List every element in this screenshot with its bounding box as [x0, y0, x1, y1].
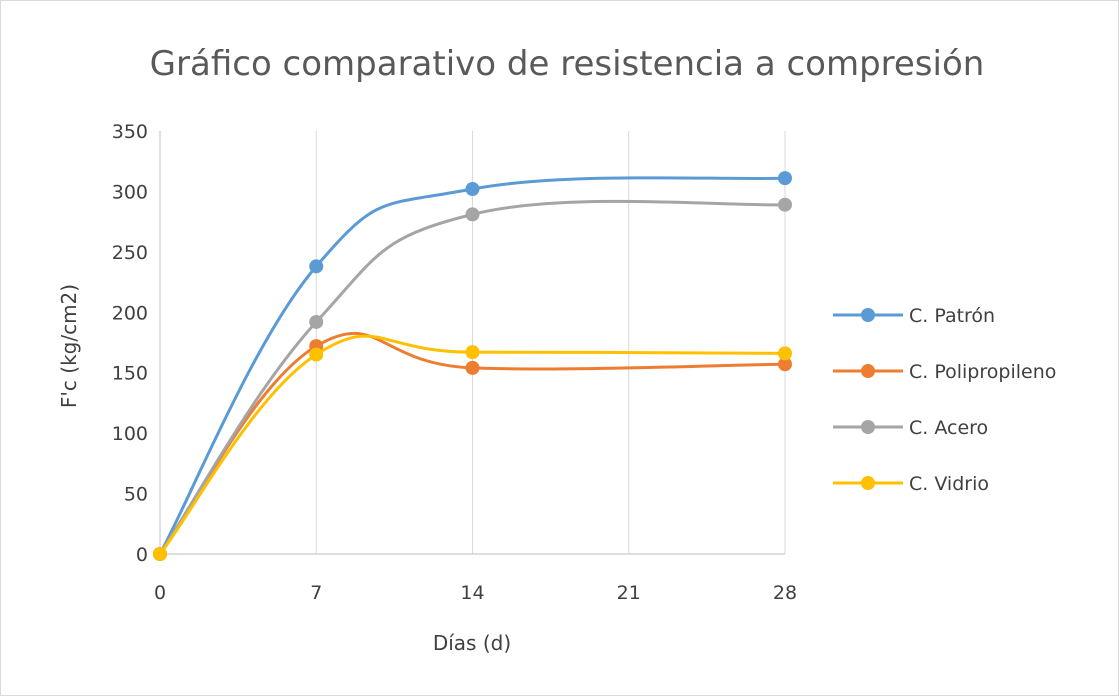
x-tick-label: 28: [773, 582, 797, 604]
data-point: [465, 207, 480, 222]
y-tick-label: 100: [112, 423, 148, 445]
data-point: [309, 347, 324, 362]
data-point: [465, 360, 480, 375]
data-point: [465, 345, 480, 360]
y-tick-label: 0: [136, 544, 148, 566]
y-tick-label: 300: [112, 181, 148, 203]
tick-labels: 0 50 100 150 200 250 300 350 0 7 14 21 28: [112, 121, 797, 604]
y-axis-title: F'c (kg/cm2): [57, 284, 81, 408]
x-tick-label: 7: [310, 582, 322, 604]
data-point: [465, 182, 480, 197]
data-point: [153, 547, 167, 561]
series-line: [158, 176, 787, 556]
y-tick-label: 350: [112, 121, 148, 143]
data-point: [778, 197, 792, 212]
y-tick-label: 150: [112, 363, 148, 385]
data-point: [778, 346, 792, 361]
axes: [159, 131, 785, 555]
legend-entry-2: C. Acero: [833, 417, 988, 439]
data-point: [778, 357, 792, 372]
series-line: [158, 334, 787, 556]
legend-marker: [861, 476, 875, 490]
legend-marker: [861, 308, 875, 322]
x-axis-title: Días (d): [433, 631, 511, 655]
series: [153, 171, 792, 561]
legend-entry-1: C. Polipropileno: [833, 361, 1056, 383]
data-point: [778, 171, 792, 186]
legend-label: C. Patrón: [909, 305, 995, 327]
data-point: [309, 259, 324, 274]
series-2: [153, 197, 792, 561]
legend: C. Patrón C. Polipropileno C. Acero C. Vidr…: [833, 305, 1056, 495]
legend-label: C. Polipropileno: [909, 361, 1056, 383]
x-tick-label: 0: [154, 582, 166, 604]
y-tick-label: 50: [124, 484, 148, 506]
legend-label: C. Vidrio: [909, 473, 989, 495]
series-3: [153, 334, 792, 561]
y-tick-label: 200: [112, 302, 148, 324]
legend-entry-3: C. Vidrio: [833, 473, 989, 495]
data-point: [309, 314, 324, 329]
x-tick-label: 14: [460, 582, 484, 604]
series-line: [158, 199, 787, 556]
x-tick-label: 21: [617, 582, 641, 604]
chart-title: Gráfico comparativo de resistencia a com…: [150, 44, 985, 84]
y-tick-label: 250: [112, 242, 148, 264]
legend-entry-0: C. Patrón: [833, 305, 995, 327]
legend-marker: [861, 420, 875, 434]
legend-marker: [861, 364, 875, 378]
legend-label: C. Acero: [909, 417, 988, 439]
